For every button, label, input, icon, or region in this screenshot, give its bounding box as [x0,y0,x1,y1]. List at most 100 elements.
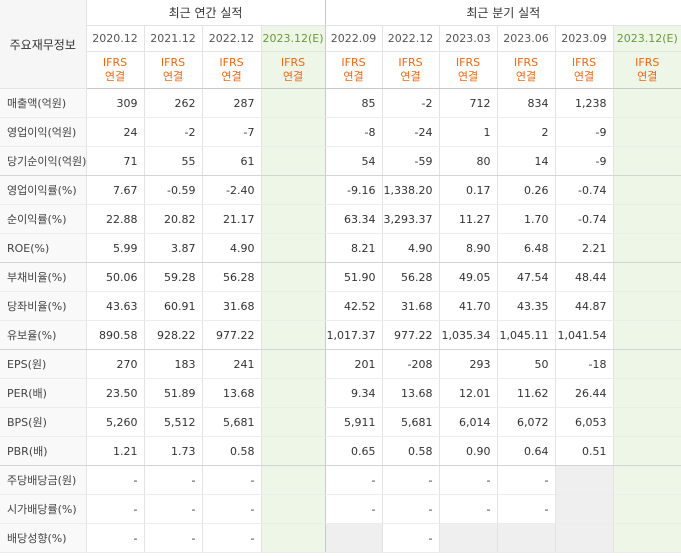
value-cell: 2.21 [555,233,614,263]
header-label: 주요재무정보 [0,0,87,89]
ifrs-top-label: IFRS [513,56,539,69]
ifrs-bottom-label: 연결 [221,70,242,83]
value-cell: 59.28 [144,262,203,292]
value-cell: 8.21 [325,233,383,263]
value-cell: 41.70 [439,291,498,321]
value-cell: 51.89 [144,378,203,408]
value-cell [261,436,326,466]
ifrs-bottom-label: 연결 [400,70,421,83]
value-cell: 50.06 [86,262,145,292]
value-cell: 23.50 [86,378,145,408]
ifrs-label: IFRS 연결 [261,51,326,89]
value-cell: 56.28 [202,262,262,292]
value-cell: -7 [202,117,262,147]
period-header: 2023.12(E) [261,25,326,52]
value-cell: 54 [325,146,383,176]
period-header: 2023.03 [439,25,498,52]
value-cell [555,465,614,495]
value-cell: - [144,523,203,553]
value-cell: 11.62 [497,378,556,408]
row-label: 당좌비율(%) [0,291,87,321]
row-label: PER(배) [0,378,87,408]
value-cell: - [86,465,145,495]
ifrs-bottom-label: 연결 [637,70,658,83]
table-row: 시가배당률(%) - - - - - - - [0,494,681,524]
value-cell: 0.58 [202,436,262,466]
value-cell: 309 [86,88,145,118]
table-row: 영업이익률(%) 7.67 -0.59 -2.40 -9.16 1,338.20 0.17 0… [0,175,681,205]
value-cell [613,523,681,553]
value-cell [613,291,681,321]
value-cell: 1,041.54 [555,320,614,350]
value-cell: -9 [555,117,614,147]
value-cell: 0.64 [497,436,556,466]
row-label: 순이익률(%) [0,204,87,234]
quarter-title: 최근 분기 실적 [325,0,681,26]
value-cell [613,349,681,379]
table-row: 주당배당금(원) - - - - - - - [0,465,681,495]
value-cell [261,88,326,118]
value-cell: - [497,494,556,524]
value-cell: - [202,523,262,553]
period-header: 2023.06 [497,25,556,52]
ifrs-bottom-label: 연결 [573,70,595,83]
value-cell: 3,293.37 [382,204,440,234]
ifrs-bottom-label: 연결 [343,70,364,83]
value-cell: - [382,465,440,495]
value-cell: -9 [555,146,614,176]
value-cell: - [144,494,203,524]
value-cell: - [202,465,262,495]
value-cell: 13.68 [202,378,262,408]
value-cell: 241 [202,349,262,379]
table-row: 부채비율(%) 50.06 59.28 56.28 51.90 56.28 49.05 47.… [0,262,681,292]
value-cell: - [202,494,262,524]
row-label: PBR(배) [0,436,87,466]
value-cell [613,436,681,466]
value-cell: 0.51 [555,436,614,466]
row-label: 주당배당금(원) [0,465,87,495]
value-cell: 201 [325,349,383,379]
value-cell [613,204,681,234]
table-row: 영업이익(억원) 24 -2 -7 -8 -24 1 2 -9 [0,117,681,147]
row-label: ROE(%) [0,233,87,263]
period-header: 2023.12(E) [613,25,681,52]
value-cell: - [439,494,498,524]
ifrs-top-label: IFRS [160,56,186,69]
ifrs-bottom-label: 연결 [162,70,184,83]
value-cell: 270 [86,349,145,379]
value-cell: -0.74 [555,204,614,234]
period-header: 2020.12 [86,25,145,52]
value-cell: 0.65 [325,436,383,466]
value-cell: 24 [86,117,145,147]
row-label: EPS(원) [0,349,87,379]
row-label: 영업이익률(%) [0,175,87,205]
value-cell [497,523,556,553]
value-cell [613,407,681,437]
ifrs-bottom-label: 연결 [282,70,304,83]
value-cell [261,465,326,495]
value-cell [261,291,326,321]
value-cell [613,494,681,524]
row-label: 시가배당률(%) [0,494,87,524]
value-cell: 6,072 [497,407,556,437]
value-cell: 51.90 [325,262,383,292]
value-cell: - [497,465,556,495]
ifrs-label: IFRS 연결 [86,51,145,89]
value-cell: 4.90 [202,233,262,263]
value-cell [261,320,326,350]
value-cell: 5,260 [86,407,145,437]
row-label: 매출액(억원) [0,88,87,118]
value-cell: 14 [497,146,556,176]
value-cell: -0.74 [555,175,614,205]
row-label: 배당성향(%) [0,523,87,553]
table-row: 매출액(억원) 309 262 287 85 -2 712 834 1,238 [0,88,681,118]
ifrs-top-label: IFRS [455,56,481,69]
ifrs-label: IFRS 연결 [202,51,262,89]
value-cell: 1.21 [86,436,145,466]
value-cell [555,523,614,553]
value-cell: 13.68 [382,378,440,408]
value-cell: 22.88 [86,204,145,234]
value-cell [261,117,326,147]
value-cell: 31.68 [202,291,262,321]
ifrs-label: IFRS 연결 [439,51,498,89]
